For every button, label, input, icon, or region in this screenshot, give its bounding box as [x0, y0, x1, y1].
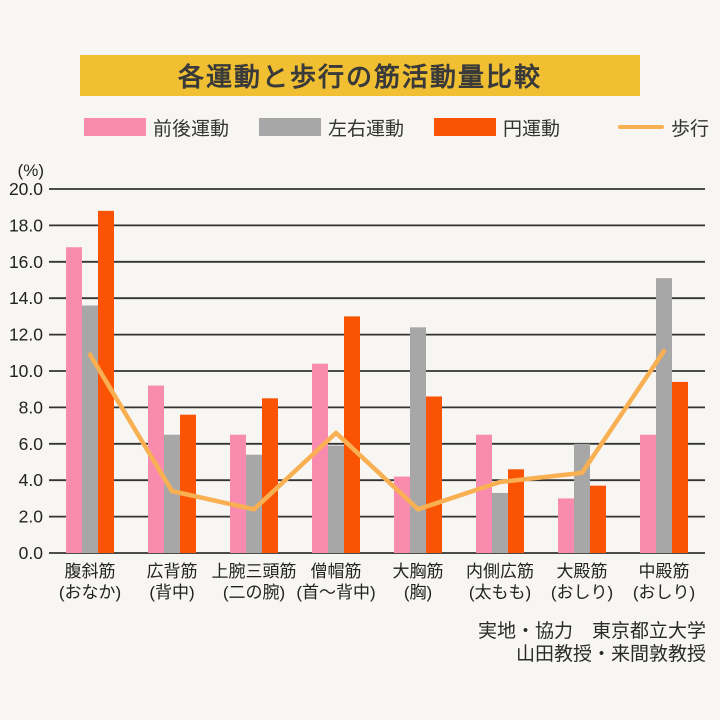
- x-axis-label: 広背筋: [147, 562, 198, 581]
- y-tick-label: 6.0: [19, 434, 44, 454]
- bar-左右運動: [492, 492, 508, 553]
- bar-円運動: [262, 398, 278, 553]
- bar-左右運動: [246, 454, 262, 553]
- y-tick-label: 2.0: [19, 507, 44, 527]
- legend-item-forward-back: 前後運動: [84, 114, 229, 141]
- x-axis-sublabel: (背中): [149, 583, 194, 602]
- legend-label-side-to-side: 左右運動: [328, 118, 405, 140]
- bar-左右運動: [574, 443, 590, 553]
- bar-円運動: [180, 414, 196, 553]
- chart-title-band: 各運動と歩行の筋活動量比較: [80, 55, 640, 96]
- bar-左右運動: [328, 445, 344, 553]
- x-axis-label: 大胸筋: [393, 562, 444, 581]
- bar-前後運動: [312, 363, 328, 553]
- x-axis-sublabel: (おしり): [633, 583, 695, 602]
- y-tick-label: 12.0: [9, 325, 43, 345]
- x-axis-sublabel: (太もも): [469, 583, 531, 602]
- x-axis-sublabel: (胸): [404, 583, 432, 602]
- legend-label-circular: 円運動: [503, 118, 561, 140]
- y-tick-label: 8.0: [19, 397, 44, 417]
- bar-左右運動: [656, 278, 672, 553]
- credit-line-1: 実地・協力 東京都立大学: [477, 621, 706, 642]
- muscle-activity-chart: (%)20.0 18.0 16.0 14.0 12.0 10.0 8.0 6.0 4.0 2.0 0…: [9, 161, 705, 602]
- y-tick-label: 14.0: [9, 288, 43, 308]
- bar-前後運動: [230, 434, 246, 553]
- x-axis-label: 中殿筋: [639, 562, 690, 581]
- x-axis-label: 内側広筋: [466, 562, 534, 581]
- y-tick-label: 0.0: [19, 543, 44, 563]
- bar-円運動: [590, 485, 606, 553]
- bar-前後運動: [476, 434, 492, 553]
- bar-前後運動: [66, 247, 82, 553]
- legend-swatch-circular: [434, 118, 497, 136]
- legend-label-walking: 歩行: [671, 118, 710, 140]
- x-axis-sublabel: (二の腕): [223, 583, 285, 602]
- bar-前後運動: [148, 385, 164, 553]
- bar-円運動: [426, 396, 442, 553]
- bar-左右運動: [82, 305, 98, 553]
- x-axis-label: 大殿筋: [557, 562, 608, 581]
- y-tick-label: 4.0: [19, 470, 44, 490]
- x-axis-label: 上腕三頭筋: [212, 562, 297, 581]
- bar-左右運動: [410, 327, 426, 553]
- bar-左右運動: [164, 434, 180, 553]
- credit-text: 実地・協力 東京都立大学 山田教授・来間敦教授: [478, 620, 706, 666]
- y-tick-label: 10.0: [9, 361, 43, 381]
- legend-item-walking: 歩行: [590, 114, 709, 141]
- x-axis-sublabel: (首〜背中): [296, 583, 375, 602]
- bar-前後運動: [558, 498, 574, 553]
- bar-円運動: [672, 381, 688, 553]
- credit-line-2: 山田教授・来間敦教授: [515, 644, 706, 665]
- legend-swatch-side-to-side: [259, 118, 322, 136]
- legend-swatch-forward-back: [84, 118, 146, 136]
- bar-円運動: [344, 316, 360, 553]
- legend-label-forward-back: 前後運動: [153, 118, 230, 140]
- x-axis-label: 腹斜筋: [65, 562, 116, 581]
- y-tick-label: 16.0: [9, 252, 43, 272]
- x-axis-sublabel: (おしり): [551, 583, 613, 602]
- bar-前後運動: [640, 434, 656, 553]
- x-axis-label: 僧帽筋: [311, 562, 362, 581]
- legend-item-circular: 円運動: [434, 114, 560, 141]
- legend: 前後運動 左右運動 円運動 歩行: [84, 114, 709, 140]
- y-tick-label: 20.0: [9, 179, 43, 199]
- x-axis-sublabel: (おなか): [59, 583, 121, 602]
- legend-item-side-to-side: 左右運動: [259, 114, 404, 141]
- bar-円運動: [508, 469, 524, 553]
- chart-title: 各運動と歩行の筋活動量比較: [177, 62, 542, 92]
- walking-line: [87, 348, 667, 512]
- y-tick-label: 18.0: [9, 215, 43, 235]
- legend-swatch-walking-line: [618, 125, 665, 129]
- y-axis-unit-label: (%): [18, 161, 44, 180]
